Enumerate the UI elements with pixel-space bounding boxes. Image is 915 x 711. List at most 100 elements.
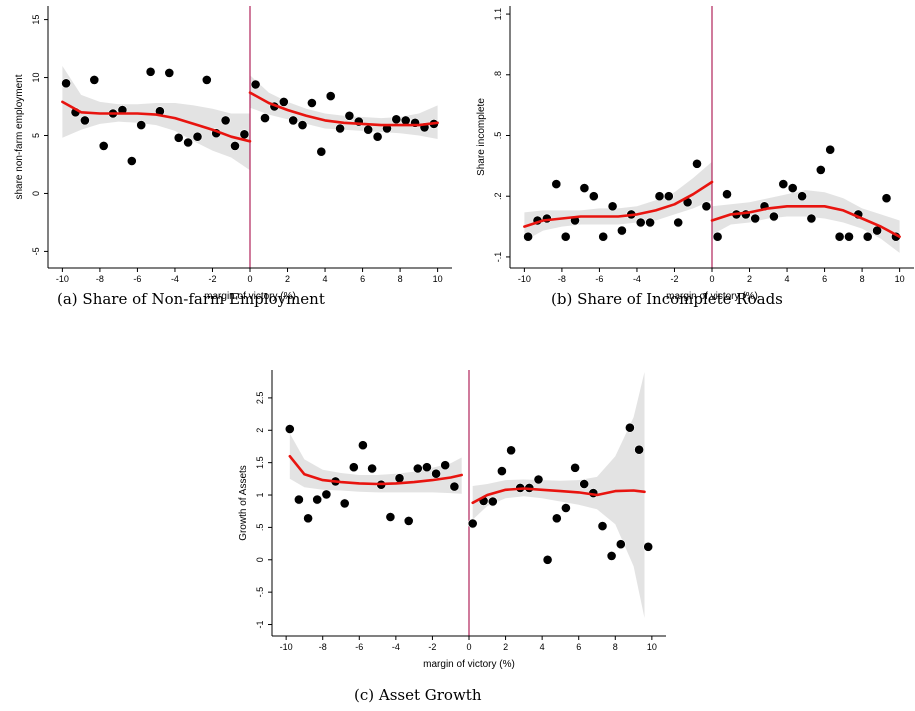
x-tick-label: -6 bbox=[133, 274, 141, 284]
fit-line-left bbox=[523, 180, 714, 228]
data-point-31 bbox=[570, 462, 580, 473]
data-point-9 bbox=[357, 440, 368, 451]
x-tick-label: 8 bbox=[398, 274, 403, 284]
x-tick-label: -6 bbox=[355, 642, 363, 652]
x-tick-label: -4 bbox=[171, 274, 179, 284]
fit-line-right bbox=[710, 205, 901, 238]
data-point-16 bbox=[201, 75, 212, 85]
x-axis-title: margin of victory (%) bbox=[204, 291, 296, 302]
x-tick-label: -4 bbox=[633, 274, 641, 284]
data-point-10 bbox=[607, 201, 618, 212]
data-point-16 bbox=[663, 191, 674, 202]
x-tick-label: 10 bbox=[433, 274, 443, 284]
x-tick-label: 8 bbox=[860, 274, 865, 284]
y-tick-label: 10 bbox=[31, 73, 41, 83]
x-tick-label: 4 bbox=[540, 642, 545, 652]
x-tick-label: 2 bbox=[285, 274, 290, 284]
x-tick-label: 0 bbox=[247, 274, 252, 284]
data-point-29 bbox=[787, 183, 798, 193]
data-point-35 bbox=[844, 231, 854, 242]
y-tick-label: -5 bbox=[31, 247, 41, 255]
x-tick-label: 6 bbox=[360, 274, 365, 284]
y-axis-title: share non-farm employment bbox=[14, 74, 25, 199]
y-tick-label: 0 bbox=[31, 191, 41, 196]
data-point-18 bbox=[440, 460, 451, 471]
data-point-5 bbox=[321, 489, 332, 500]
data-point-13 bbox=[635, 217, 646, 228]
x-tick-label: 4 bbox=[323, 274, 328, 284]
data-point-17 bbox=[673, 217, 684, 228]
data-point-9 bbox=[136, 120, 147, 130]
fit-line-left bbox=[61, 100, 252, 143]
x-tick-label: 2 bbox=[747, 274, 752, 284]
caption-b: (b) Share of Incomplete Roads bbox=[551, 290, 783, 308]
data-point-37 bbox=[625, 422, 635, 433]
chart-panel-c: -10 -8 -6 -4 -2 0 2 4 6 8 10 -1 -.5 0 .5 1 1.5 2 2.5 margin… bbox=[238, 370, 666, 670]
data-point-14 bbox=[183, 137, 193, 148]
data-point-38 bbox=[634, 444, 644, 455]
data-point-14 bbox=[645, 217, 655, 228]
x-tick-label: -10 bbox=[280, 642, 293, 652]
data-point-3 bbox=[303, 513, 313, 524]
x-tick-label: 10 bbox=[895, 274, 905, 284]
data-point-19 bbox=[449, 481, 460, 492]
x-tick-label: -10 bbox=[518, 274, 531, 284]
data-point-28 bbox=[542, 554, 553, 565]
x-tick-label: -2 bbox=[208, 274, 216, 284]
y-tick-label: 15 bbox=[31, 15, 41, 25]
data-point-33 bbox=[825, 144, 836, 155]
x-axis-title: margin of victory (%) bbox=[423, 659, 515, 670]
data-point-33 bbox=[363, 124, 374, 135]
caption-a: (a) Share of Non-farm Employment bbox=[57, 290, 325, 308]
data-point-15 bbox=[192, 131, 203, 142]
data-point-22 bbox=[722, 189, 732, 200]
x-tick-label: -2 bbox=[670, 274, 678, 284]
data-point-39 bbox=[643, 541, 654, 552]
x-tick-label: -4 bbox=[392, 642, 400, 652]
data-point-7 bbox=[579, 183, 590, 193]
data-point-30 bbox=[797, 191, 807, 202]
data-point-27 bbox=[306, 98, 317, 108]
fit-line-right bbox=[248, 91, 439, 127]
data-point-15 bbox=[654, 191, 665, 202]
ci-band-right bbox=[250, 75, 438, 139]
data-point-9 bbox=[598, 231, 609, 242]
ci-band-left bbox=[62, 66, 251, 171]
y-tick-label: .2 bbox=[493, 192, 503, 200]
y-tick-label: 2 bbox=[255, 428, 265, 433]
data-point-34 bbox=[834, 231, 845, 242]
x-tick-label: 6 bbox=[576, 642, 581, 652]
data-point-8 bbox=[126, 156, 137, 166]
data-point-11 bbox=[617, 225, 627, 236]
data-point-29 bbox=[325, 91, 336, 101]
data-point-19 bbox=[692, 158, 702, 169]
data-point-27 bbox=[533, 474, 544, 485]
data-point-14 bbox=[403, 516, 414, 526]
fit-line-left bbox=[288, 454, 463, 486]
data-point-22 bbox=[487, 496, 498, 507]
data-point-4 bbox=[89, 75, 100, 85]
data-point-16 bbox=[421, 462, 432, 473]
data-point-17 bbox=[431, 468, 441, 479]
x-tick-label: 8 bbox=[613, 642, 618, 652]
data-point-8 bbox=[588, 191, 599, 202]
data-point-28 bbox=[778, 179, 789, 189]
data-point-10 bbox=[145, 66, 156, 77]
data-point-31 bbox=[806, 213, 817, 224]
data-point-26 bbox=[297, 120, 308, 130]
x-axis-title: margin of victory (%) bbox=[666, 291, 758, 302]
x-tick-label: 6 bbox=[822, 274, 827, 284]
y-tick-label: 1.5 bbox=[255, 456, 265, 469]
data-point-4 bbox=[551, 179, 562, 189]
data-point-34 bbox=[372, 131, 383, 142]
data-point-32 bbox=[579, 479, 590, 489]
data-point-35 bbox=[606, 551, 617, 561]
data-point-15 bbox=[412, 463, 423, 474]
data-point-37 bbox=[862, 231, 873, 242]
data-point-4 bbox=[312, 494, 323, 505]
y-tick-label: .5 bbox=[255, 524, 265, 532]
data-point-7 bbox=[339, 498, 350, 509]
data-point-12 bbox=[164, 68, 175, 78]
data-point-1 bbox=[61, 78, 71, 89]
